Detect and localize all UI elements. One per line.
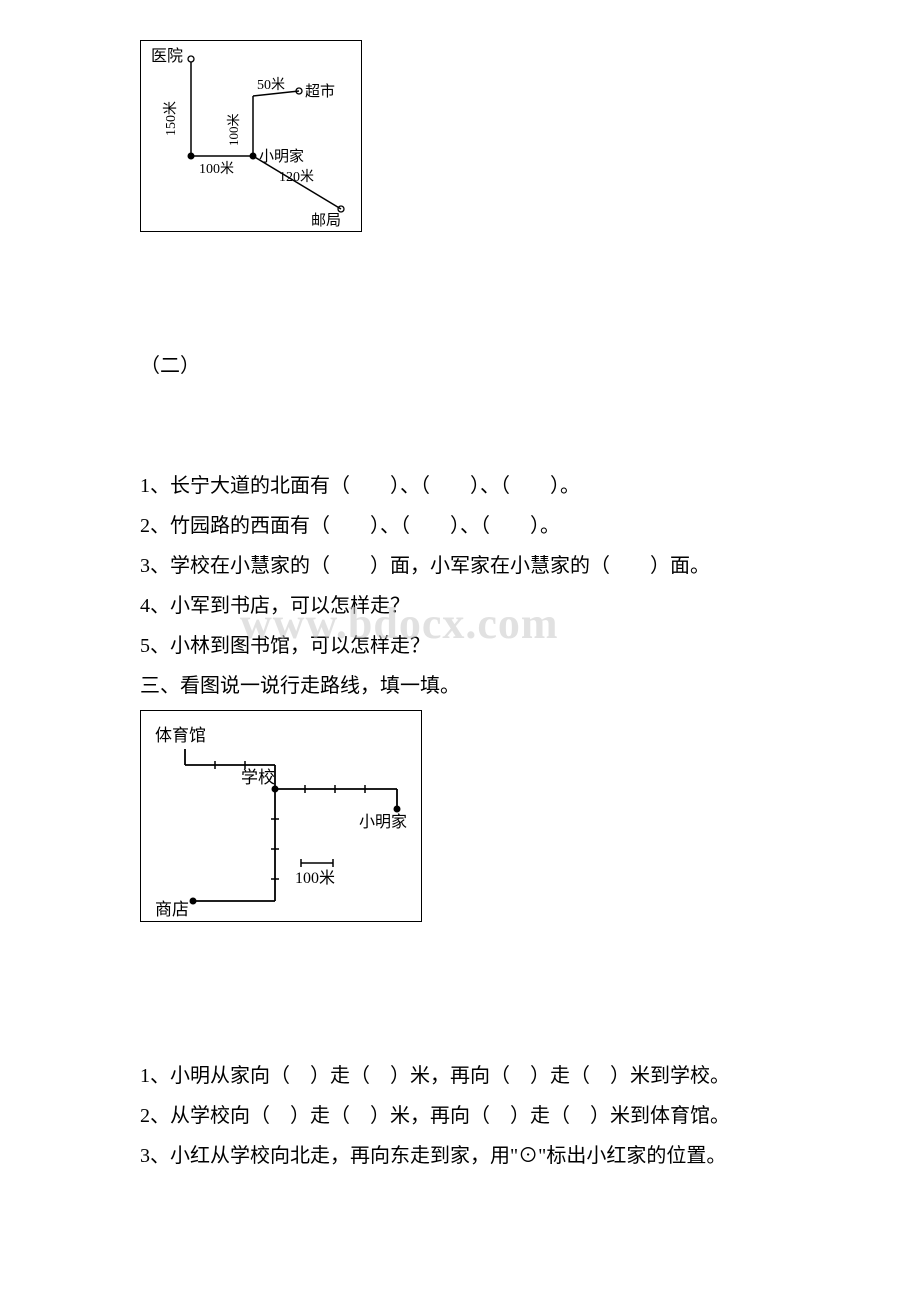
- label-hospital: 医院: [151, 47, 183, 65]
- label-school: 学校: [241, 768, 275, 787]
- label-xiaoming2: 小明家: [359, 813, 407, 831]
- node-xiaoming2: [394, 806, 401, 813]
- q1-1: 1、长宁大道的北面有（ ）、（ ）、（ ）。: [140, 466, 780, 506]
- label-150m: 150米: [163, 101, 179, 136]
- label-100m-v: 100米: [226, 113, 241, 146]
- label-50m: 50米: [257, 77, 285, 93]
- q2-2: 2、从学校向（ ）走（ ）米，再向（ ）走（ ）米到体育馆。: [140, 1096, 780, 1136]
- diagram-1-svg: 医院 150米 100米 小明家 100米 50米 超市 120米: [141, 41, 361, 231]
- label-postoffice: 邮局: [311, 212, 341, 229]
- section-2-label: （二）: [140, 346, 780, 386]
- diagram-1: 医院 150米 100米 小明家 100米 50米 超市 120米: [140, 40, 362, 232]
- page-content: 医院 150米 100米 小明家 100米 50米 超市 120米: [140, 40, 780, 1176]
- q1-3: 3、学校在小慧家的（ ）面，小军家在小慧家的（ ）面。: [140, 546, 780, 586]
- q2-1: 1、小明从家向（ ）走（ ）米，再向（ ）走（ ）米到学校。: [140, 1056, 780, 1096]
- section-3-heading: 三、看图说一说行走路线，填一填。: [140, 666, 780, 706]
- label-scale: 100米: [295, 869, 335, 887]
- q1-2: 2、竹园路的西面有（ ）、（ ）、（ ）。: [140, 506, 780, 546]
- label-gym: 体育馆: [155, 726, 206, 745]
- label-supermarket: 超市: [305, 83, 335, 100]
- question-set-2: 1、小明从家向（ ）走（ ）米，再向（ ）走（ ）米到学校。 2、从学校向（ ）…: [140, 1056, 780, 1176]
- label-120m: 120米: [279, 169, 314, 185]
- q1-4: 4、小军到书店，可以怎样走？: [140, 586, 780, 626]
- q1-5: 5、小林到图书馆，可以怎样走？: [140, 626, 780, 666]
- label-shop: 商店: [155, 900, 189, 919]
- question-set-1: 1、长宁大道的北面有（ ）、（ ）、（ ）。 2、竹园路的西面有（ ）、（ ）、…: [140, 466, 780, 666]
- spacer: [140, 976, 780, 1056]
- diagram-2-svg: 体育馆 学校 小明家: [141, 711, 421, 921]
- node-hospital: [188, 56, 194, 62]
- label-100m-h: 100米: [199, 161, 234, 177]
- q2-3: 3、小红从学校向北走，再向东走到家，用"⊙"标出小红家的位置。: [140, 1136, 780, 1176]
- label-xiaoming: 小明家: [259, 148, 304, 165]
- diagram-2: 体育馆 学校 小明家: [140, 710, 422, 922]
- node-shop: [190, 898, 197, 905]
